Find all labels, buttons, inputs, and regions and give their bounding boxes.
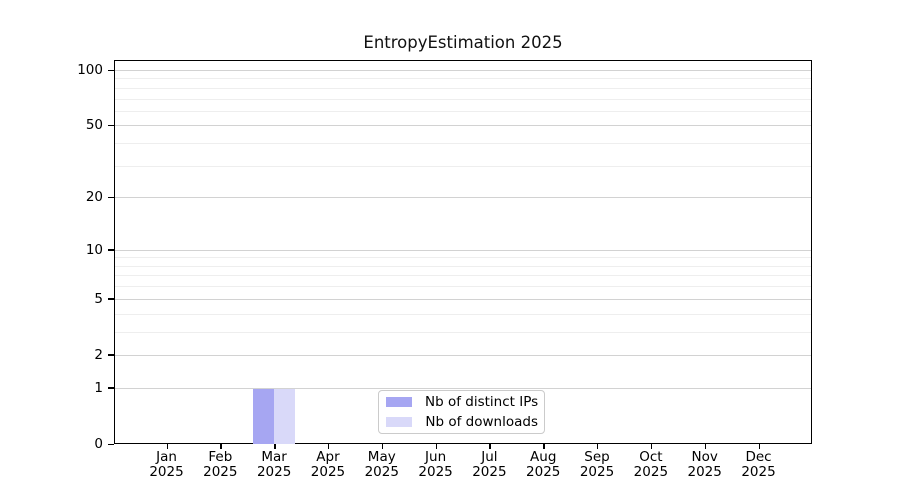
x-axis-labels: Jan 2025 Feb 2025 Mar 2025 Apr 2025 May 2025 Jun 20… [114, 450, 812, 484]
chart-title: EntropyEstimation 2025 [363, 33, 563, 52]
x-tick-month: May [367, 449, 396, 465]
x-tick-label-apr: Apr 2025 [293, 450, 363, 480]
x-tick-month: Jun [425, 449, 447, 465]
y-tick-label-50: 50 [85, 117, 103, 134]
x-tick-year: 2025 [687, 464, 722, 480]
y-tick-mark-100 [108, 69, 114, 71]
x-tick-month: Nov [691, 449, 718, 465]
x-tick-month: Sep [584, 449, 610, 465]
x-tick-month: Aug [530, 449, 557, 465]
y-axis-labels: 0 1 2 5 10 20 50 100 [0, 60, 107, 451]
x-tick-year: 2025 [310, 464, 346, 480]
bar-distinct-ips-mar [253, 388, 275, 444]
y-tick-label-100: 100 [77, 62, 103, 79]
y-tick-mark-1 [108, 387, 114, 389]
y-tick-label-2: 2 [94, 346, 103, 363]
gridline-minor-70 [115, 98, 811, 100]
legend-label-downloads: Nb of downloads [425, 414, 538, 430]
y-tick-mark-2 [108, 354, 114, 356]
y-tick-label-0: 0 [94, 436, 103, 452]
x-tick-label-sep: Sep 2025 [562, 450, 632, 480]
legend-label-distinct-ips: Nb of distinct IPs [425, 394, 539, 410]
x-tick-year: 2025 [203, 464, 238, 480]
x-tick-mark-feb [220, 444, 222, 449]
x-tick-mark-jan [166, 444, 168, 449]
x-tick-label-jul: Jul 2025 [454, 450, 524, 480]
x-tick-year: 2025 [149, 464, 184, 480]
gridline-major-10 [115, 249, 811, 251]
x-tick-label-jun: Jun 2025 [401, 450, 471, 480]
x-tick-year: 2025 [579, 464, 615, 480]
x-tick-year: 2025 [633, 464, 669, 480]
gridline-minor-7 [115, 275, 811, 277]
gridline-minor-4 [115, 313, 811, 315]
x-tick-mark-apr [327, 444, 330, 449]
x-tick-month: Oct [639, 449, 663, 465]
gridline-minor-90 [115, 78, 811, 80]
legend-swatch-distinct-ips [386, 397, 412, 407]
y-tick-label-1: 1 [94, 379, 103, 396]
gridline-major-1 [115, 387, 811, 389]
x-tick-mark-mar [274, 444, 276, 449]
gridline-minor-6 [115, 286, 811, 288]
x-tick-mark-jul [489, 444, 491, 449]
legend: Nb of distinct IPs Nb of downloads [378, 390, 545, 434]
x-tick-year: 2025 [256, 464, 292, 480]
x-tick-label-oct: Oct 2025 [616, 450, 686, 480]
x-tick-mark-sep [597, 444, 599, 449]
x-tick-month: Jan [156, 449, 177, 465]
plot-area: Nb of distinct IPs Nb of downloads [114, 60, 812, 444]
x-tick-year: 2025 [364, 464, 399, 480]
gridline-minor-60 [115, 110, 811, 112]
x-tick-year: 2025 [741, 464, 776, 480]
gridline-major-5 [115, 298, 811, 300]
x-tick-month: Apr [316, 449, 340, 465]
legend-swatch-downloads [386, 417, 412, 427]
y-tick-mark-5 [108, 298, 114, 300]
x-tick-mark-dec [758, 444, 760, 449]
x-tick-mark-may [381, 444, 384, 449]
x-tick-month: Feb [208, 449, 233, 465]
x-tick-label-dec: Dec 2025 [724, 450, 794, 480]
gridline-minor-40 [115, 143, 811, 145]
x-tick-mark-nov [704, 444, 707, 449]
x-tick-month: Jul [481, 449, 498, 465]
gridline-minor-8 [115, 265, 811, 267]
y-tick-label-5: 5 [94, 290, 103, 307]
y-tick-mark-50 [108, 124, 114, 127]
x-tick-mark-jun [435, 444, 437, 449]
y-tick-label-20: 20 [85, 189, 103, 206]
x-tick-label-may: May 2025 [347, 450, 417, 480]
x-tick-month: Dec [745, 449, 772, 465]
gridline-major-100 [115, 70, 811, 72]
x-tick-year: 2025 [472, 464, 507, 480]
legend-item-distinct-ips: Nb of distinct IPs [386, 393, 538, 411]
y-tick-mark-20 [108, 196, 114, 199]
y-tick-label-10: 10 [85, 241, 103, 258]
gridline-major-50 [115, 125, 811, 127]
gridline-minor-30 [115, 165, 811, 167]
x-tick-label-nov: Nov 2025 [670, 450, 740, 480]
x-tick-month: Mar [261, 449, 287, 465]
gridline-minor-3 [115, 331, 811, 333]
x-tick-year: 2025 [526, 464, 561, 480]
x-tick-year: 2025 [418, 464, 453, 480]
gridline-major-20 [115, 197, 811, 199]
gridline-major-2 [115, 354, 811, 356]
legend-item-downloads: Nb of downloads [386, 413, 538, 431]
gridline-minor-9 [115, 257, 811, 259]
bar-downloads-mar [274, 388, 296, 444]
x-tick-label-mar: Mar 2025 [239, 450, 309, 480]
gridline-minor-80 [115, 87, 811, 89]
y-tick-mark-0 [108, 443, 114, 445]
x-tick-mark-oct [650, 444, 653, 449]
x-tick-label-feb: Feb 2025 [185, 450, 255, 480]
x-tick-mark-aug [543, 444, 545, 449]
x-tick-label-aug: Aug 2025 [508, 450, 578, 480]
x-tick-label-jan: Jan 2025 [132, 450, 202, 480]
y-tick-mark-10 [108, 249, 114, 251]
